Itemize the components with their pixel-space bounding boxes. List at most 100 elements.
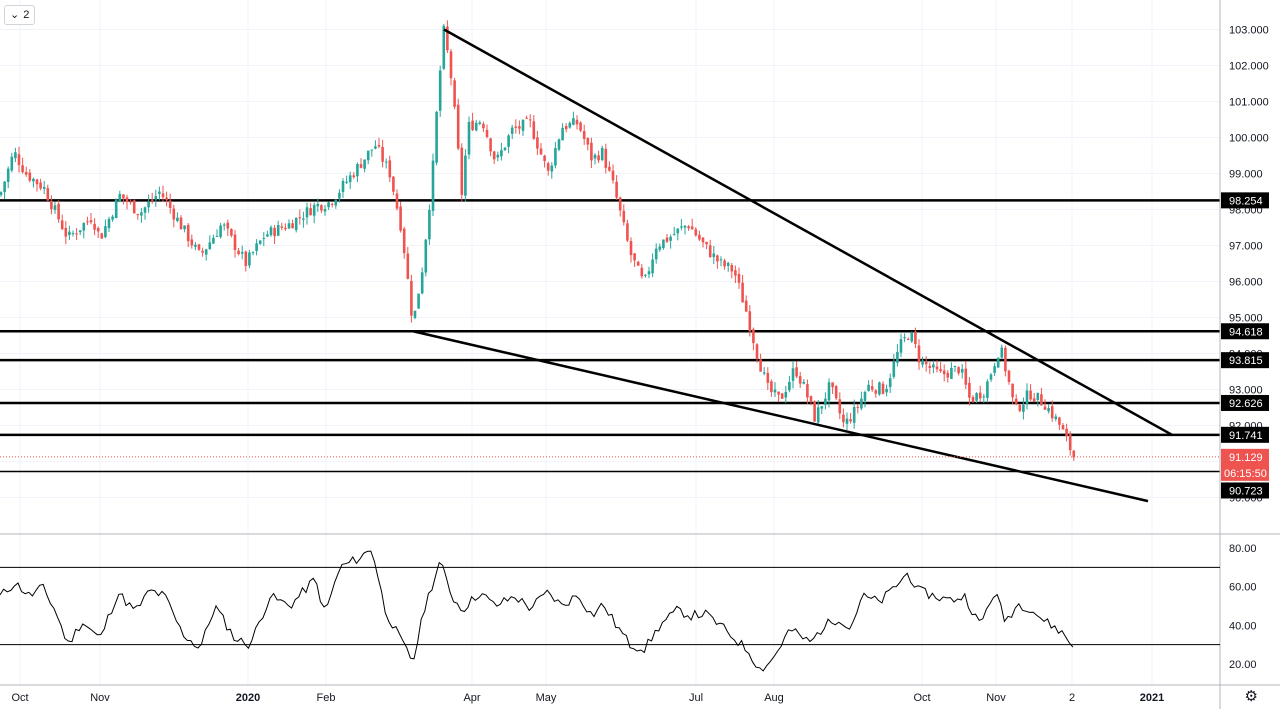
candle-up xyxy=(255,243,258,252)
candle-down xyxy=(838,399,842,414)
time-tick-label: Oct xyxy=(11,692,28,704)
candle-down xyxy=(942,370,946,375)
candle-down xyxy=(381,146,384,162)
candle-up xyxy=(176,217,179,221)
candle-up xyxy=(791,368,795,381)
candle-up xyxy=(982,396,986,398)
oscillator-pane xyxy=(0,550,1220,672)
candle-up xyxy=(269,227,273,235)
candle-up xyxy=(932,364,935,368)
pane-collapse-badge[interactable]: ⌄ 2 xyxy=(4,5,36,25)
candle-down xyxy=(575,119,579,125)
candle-up xyxy=(345,181,348,183)
candle-up xyxy=(258,240,262,244)
candle-down xyxy=(280,226,284,228)
candle-up xyxy=(899,339,903,353)
candle-down xyxy=(122,194,125,199)
candle-up xyxy=(215,235,219,237)
candle-down xyxy=(564,125,568,130)
candle-down xyxy=(597,155,600,161)
candle-up xyxy=(208,242,212,250)
candle-up xyxy=(888,378,892,387)
candle-up xyxy=(521,119,525,131)
candle-up xyxy=(262,238,266,240)
level-tag-label: 92.626 xyxy=(1229,398,1263,410)
candle-up xyxy=(435,111,438,163)
candle-down xyxy=(536,137,539,149)
candle-up xyxy=(600,147,604,161)
oscillator-axis[interactable]: 20.00 40.00 60.00 80.00 xyxy=(1229,543,1257,671)
candle-down xyxy=(737,273,741,283)
candle-down xyxy=(392,176,395,192)
current-price-tag xyxy=(1221,448,1269,481)
candle-down xyxy=(546,163,550,171)
candle-up xyxy=(496,154,500,158)
candle-up xyxy=(996,357,1000,368)
time-tick-label: Nov xyxy=(90,692,110,704)
trendlines xyxy=(412,28,1173,503)
candlestick-series xyxy=(0,20,1076,461)
candle-up xyxy=(669,236,672,241)
candle-up xyxy=(1000,347,1004,358)
candle-up xyxy=(417,293,420,309)
candle-down xyxy=(618,197,622,211)
price-tick-label: 101.000 xyxy=(1229,97,1269,109)
candle-down xyxy=(1014,398,1018,404)
candle-up xyxy=(78,230,82,233)
candle-up xyxy=(107,218,111,229)
candle-up xyxy=(507,135,510,147)
candle-down xyxy=(622,210,626,223)
candle-down xyxy=(28,172,32,181)
candle-up xyxy=(71,233,75,235)
candle-up xyxy=(356,163,359,177)
current-price-label: 91.129 xyxy=(1229,452,1263,464)
candle-up xyxy=(334,199,338,206)
candle-down xyxy=(1011,383,1014,398)
candle-up xyxy=(53,205,57,210)
candle-down xyxy=(492,151,496,160)
candle-down xyxy=(640,267,644,277)
candle-up xyxy=(474,122,478,131)
candle-up xyxy=(950,367,953,379)
candle-up xyxy=(726,262,730,266)
candle-up xyxy=(845,418,849,424)
candle-up xyxy=(204,249,208,255)
candle-up xyxy=(111,216,114,220)
price-tick-label: 93.000 xyxy=(1229,385,1263,397)
candle-up xyxy=(500,150,503,157)
candle-up xyxy=(510,127,514,134)
candle-down xyxy=(777,391,780,395)
gear-icon[interactable]: ⚙ xyxy=(1244,688,1258,705)
level-tag-label: 91.741 xyxy=(1229,430,1263,442)
candle-down xyxy=(46,188,50,201)
candle-down xyxy=(698,234,701,240)
candle-down xyxy=(132,200,136,214)
candle-up xyxy=(816,407,820,423)
candle-down xyxy=(161,193,165,198)
candle-up xyxy=(852,407,856,423)
candle-down xyxy=(870,386,874,390)
candle-down xyxy=(453,80,456,107)
candle-up xyxy=(305,207,309,218)
level-tag xyxy=(1221,426,1269,443)
time-tick-label: Aug xyxy=(764,692,784,704)
candle-down xyxy=(273,227,276,237)
candle-down xyxy=(741,282,744,303)
candle-down xyxy=(611,170,615,181)
candle-up xyxy=(428,210,431,240)
candle-up xyxy=(1036,392,1040,400)
candle-up xyxy=(32,178,35,182)
candle-down xyxy=(856,406,860,408)
candle-down xyxy=(197,244,201,250)
candle-up xyxy=(557,139,561,150)
candle-up xyxy=(183,225,186,230)
time-axis[interactable]: Oct Nov 2020 Feb Apr May Jul Aug Oct Nov 2 2021 xyxy=(11,692,1164,704)
candle-down xyxy=(590,142,593,161)
oscillator-tick-label: 60.00 xyxy=(1229,582,1257,594)
chevron-down-icon: ⌄ xyxy=(10,9,20,21)
candle-up xyxy=(316,204,320,207)
candle-down xyxy=(701,237,705,243)
level-tag xyxy=(1221,323,1269,340)
candle-up xyxy=(683,225,687,228)
